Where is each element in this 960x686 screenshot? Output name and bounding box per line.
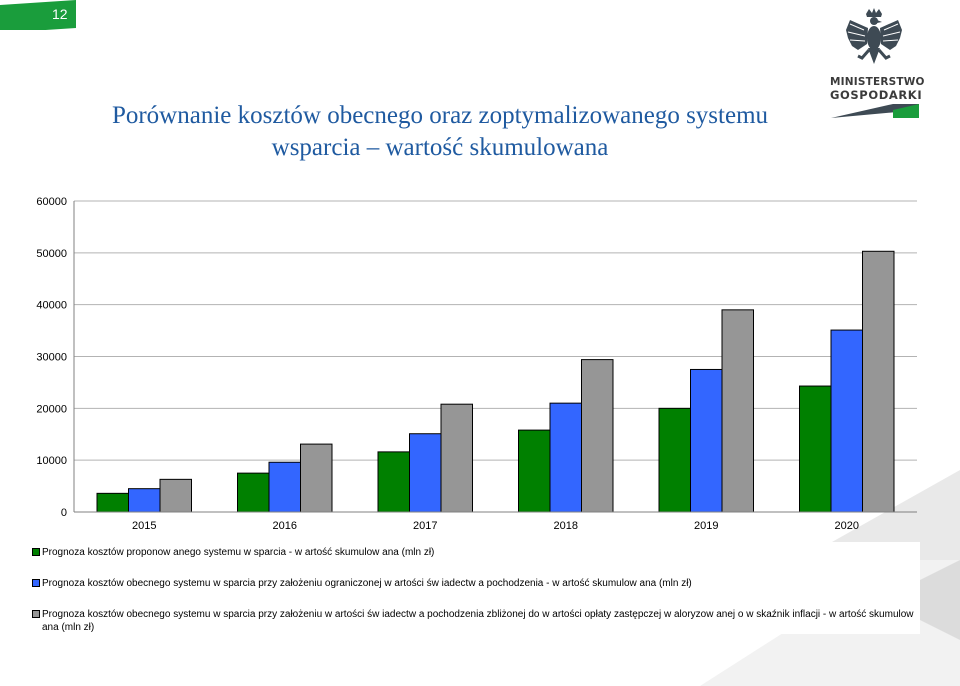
bar-2018-series-1	[518, 429, 551, 513]
logo-text-line1: MINISTERSTWO	[830, 76, 925, 88]
legend-swatch-3	[32, 610, 40, 618]
bar-2020-series-2	[830, 329, 863, 513]
legend-swatch-1	[32, 548, 40, 556]
bar-2018-series-3	[581, 359, 614, 513]
legend-label-3: Prognoza kosztów obecnego systemu w spar…	[42, 609, 914, 633]
x-tick-label: 2016	[273, 520, 297, 532]
chart-legend: Prognoza kosztów proponow anego systemu …	[30, 542, 920, 634]
x-tick-label: 2017	[413, 520, 437, 532]
bar-2015-series-1	[96, 492, 129, 513]
bar-2017-series-3	[440, 403, 473, 513]
x-tick-label: 2019	[694, 520, 718, 532]
logo-stripe	[831, 104, 919, 118]
y-tick-label: 30000	[36, 352, 67, 364]
bar-2018-series-2	[549, 402, 582, 513]
page-number-badge: 12	[0, 0, 76, 30]
chart-axes	[73, 201, 917, 513]
white-eagle-emblem-icon	[846, 8, 902, 64]
y-tick-label: 10000	[36, 455, 67, 467]
bar-2015-series-2	[128, 488, 161, 513]
page-number: 12	[52, 6, 68, 22]
chart-gridlines	[74, 200, 917, 461]
y-tick-label: 60000	[36, 196, 67, 208]
legend-item-3: Prognoza kosztów obecnego systemu w spar…	[32, 608, 924, 634]
slide-title-line2: wsparcia – wartość skumulowana	[271, 134, 609, 161]
chart-bars	[96, 250, 895, 513]
ministry-logo: MINISTERSTWO GOSPODARKI	[828, 8, 925, 123]
bar-2019-series-2	[690, 368, 723, 513]
bar-2016-series-1	[237, 472, 270, 513]
bar-2020-series-1	[799, 385, 832, 513]
page-badge-shape	[0, 0, 76, 30]
bar-2019-series-1	[658, 407, 691, 513]
y-tick-label: 50000	[36, 248, 67, 260]
logo-text-line2: GOSPODARKI	[830, 88, 923, 102]
y-tick-label: 0	[61, 507, 67, 519]
y-tick-label: 20000	[36, 403, 67, 415]
slide-title: Porównanie kosztów obecnego oraz zoptyma…	[60, 100, 820, 164]
legend-swatch-2	[32, 579, 40, 587]
slide-title-line1: Porównanie kosztów obecnego oraz zoptyma…	[111, 102, 769, 129]
x-tick-label: 2018	[554, 520, 578, 532]
bar-2016-series-3	[300, 443, 333, 513]
legend-label-1: Prognoza kosztów proponow anego systemu …	[42, 547, 435, 558]
bar-2020-series-3	[862, 250, 895, 513]
y-tick-label: 40000	[36, 300, 67, 312]
bar-2015-series-3	[159, 478, 192, 513]
bar-2019-series-3	[721, 309, 754, 513]
bar-2017-series-1	[377, 451, 410, 513]
x-axis-tick-labels: 2015 2016 2017 2018 2019 2020	[132, 520, 859, 532]
y-axis-tick-labels: 0 10000 20000 30000 40000 50000 60000	[36, 196, 67, 519]
legend-item-1: Prognoza kosztów proponow anego systemu …	[32, 546, 924, 559]
x-tick-label: 2020	[835, 520, 859, 532]
legend-item-2: Prognoza kosztów obecnego systemu w spar…	[32, 577, 924, 590]
bar-2017-series-2	[409, 433, 442, 513]
x-tick-label: 2015	[132, 520, 156, 532]
bar-2016-series-2	[268, 461, 301, 513]
legend-label-2: Prognoza kosztów obecnego systemu w spar…	[42, 578, 692, 589]
